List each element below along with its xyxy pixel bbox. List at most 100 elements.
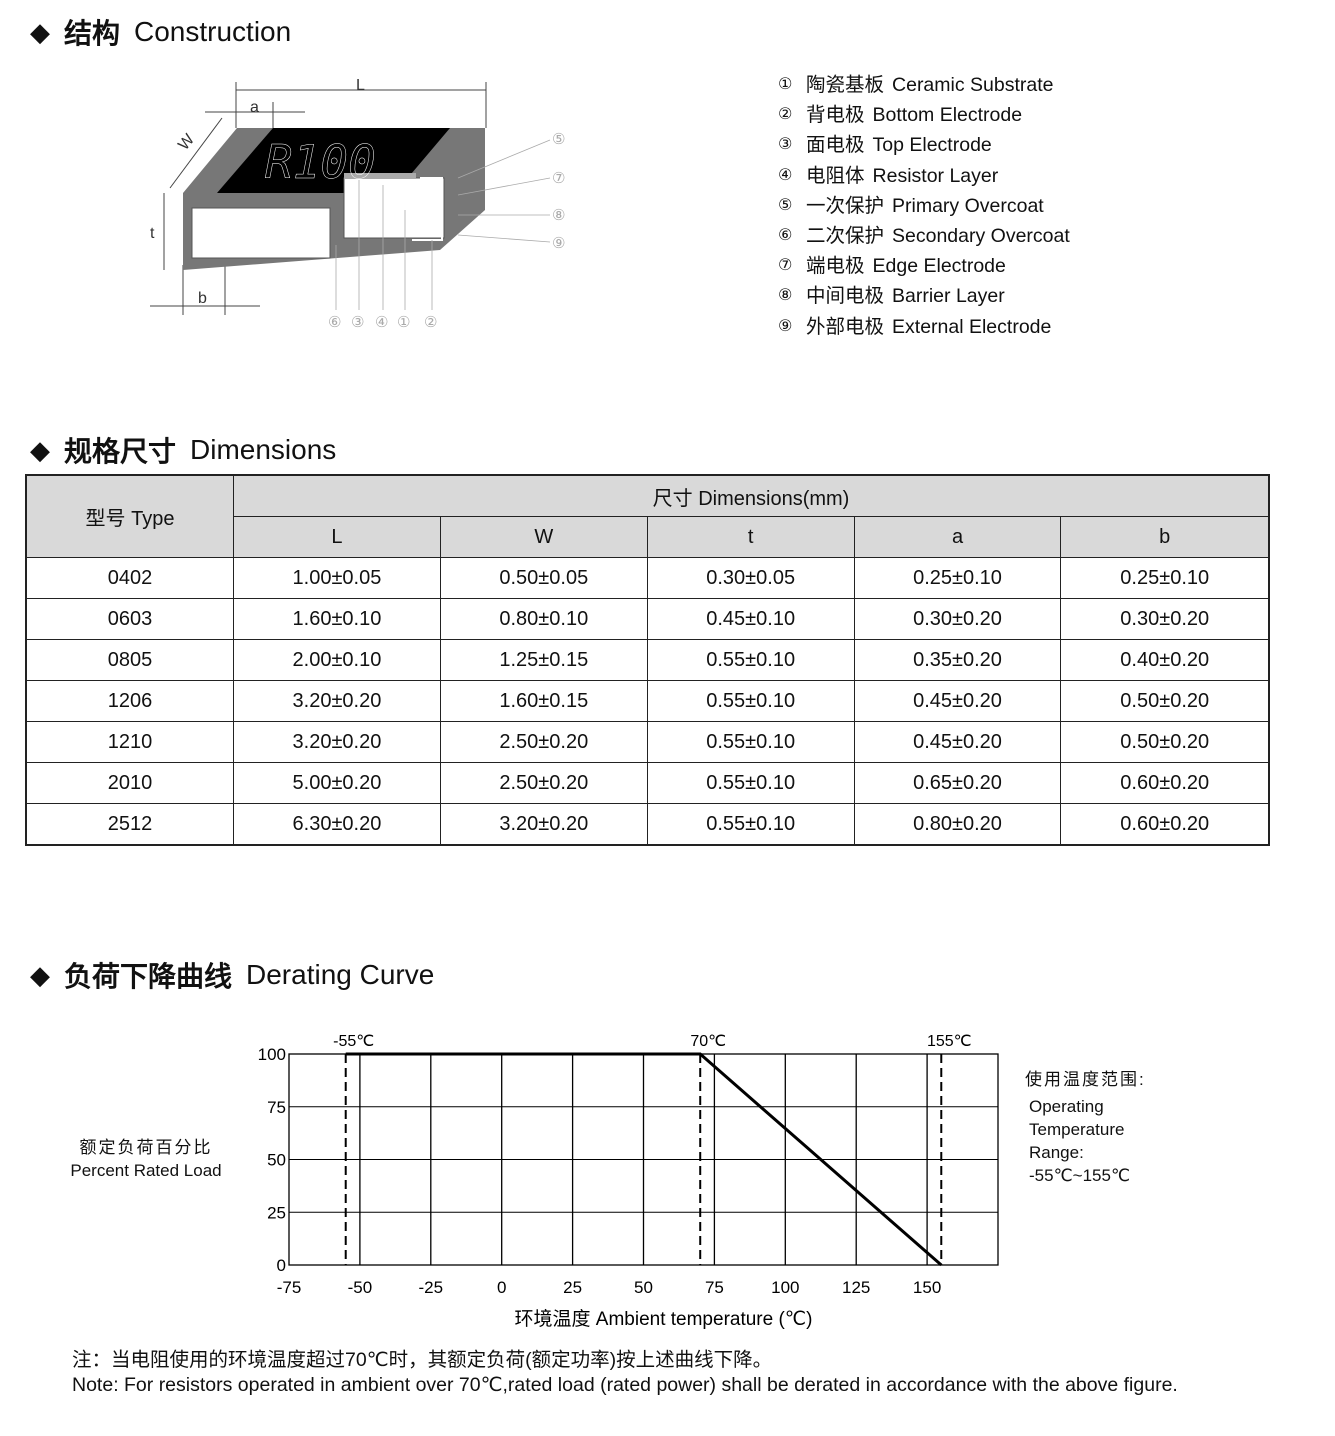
- svg-text:①: ①: [397, 314, 410, 331]
- dimension-cell: 0.60±0.20: [1060, 762, 1270, 804]
- column-header: b: [1060, 516, 1270, 558]
- svg-text:④: ④: [375, 314, 388, 331]
- legend-label-en: Primary Overcoat: [892, 194, 1044, 217]
- dimension-cell: 0.55±0.10: [646, 639, 855, 681]
- operating-range: 使用温度范围: Operating Temperature Range: -55℃~1…: [1025, 1070, 1146, 1185]
- construction-title: ◆ 结构 Construction: [30, 16, 292, 49]
- dimension-cell: 0.45±0.10: [646, 598, 855, 640]
- dimension-cell: 3.20±0.20: [439, 803, 648, 846]
- legend-item: ⑥ 二次保护 Secondary Overcoat: [778, 221, 1070, 251]
- y-tick-label: 25: [267, 1203, 286, 1222]
- legend-number: ②: [778, 106, 793, 124]
- legend-item: ⑨ 外部电极 External Electrode: [778, 312, 1070, 342]
- legend-item: ③ 面电极 Top Electrode: [778, 130, 1070, 160]
- dimension-cell: 0.50±0.05: [439, 557, 648, 599]
- dimensions-group-header: 尺寸 Dimensions(mm): [233, 474, 1270, 517]
- dimension-cell: 1.00±0.05: [233, 557, 441, 599]
- table-row: 1210 3.20±0.20 2.50±0.20 0.55±0.10 0.45±0.20…: [25, 721, 1270, 763]
- svg-text:⑤: ⑤: [552, 131, 565, 148]
- legend-label-cn: 端电极: [806, 255, 865, 278]
- type-cell: 1210: [25, 721, 234, 763]
- legend-label-cn: 电阻体: [806, 164, 865, 187]
- dimension-cell: 0.30±0.05: [646, 557, 855, 599]
- column-header: a: [853, 516, 1062, 558]
- svg-text:⑦: ⑦: [552, 170, 565, 187]
- dimension-cell: 0.45±0.20: [853, 680, 1062, 722]
- dimension-cell: 0.80±0.10: [439, 598, 648, 640]
- marker-label: 70℃: [690, 1033, 726, 1050]
- type-cell: 0603: [25, 598, 234, 640]
- diamond-bullet-icon: ◆: [30, 959, 50, 990]
- legend-item: ① 陶瓷基板 Ceramic Substrate: [778, 70, 1070, 100]
- dimension-cell: 2.00±0.10: [233, 639, 441, 681]
- svg-text:②: ②: [424, 314, 437, 331]
- type-cell: 2512: [25, 803, 234, 846]
- dimension-cell: 0.25±0.10: [853, 557, 1062, 599]
- legend-label-cn: 二次保护: [806, 225, 885, 248]
- legend-label-cn: 陶瓷基板: [806, 74, 885, 96]
- y-axis-label: 额定负荷百分比 Percent Rated Load: [70, 1138, 222, 1180]
- table-row: 0402 1.00±0.05 0.50±0.05 0.30±0.05 0.25±0.10…: [25, 557, 1270, 599]
- legend-label-en: Resistor Layer: [872, 164, 999, 187]
- svg-text:L: L: [356, 77, 365, 94]
- y-tick-label: 100: [258, 1045, 286, 1064]
- column-header: W: [439, 516, 648, 558]
- dimension-cell: 1.60±0.10: [233, 598, 441, 640]
- y-tick-label: 75: [267, 1098, 286, 1117]
- x-tick-label: 25: [563, 1278, 582, 1297]
- dimension-cell: 0.50±0.20: [1060, 680, 1270, 722]
- legend-number: ⑦: [778, 257, 793, 275]
- table-row: 2512 6.30±0.20 3.20±0.20 0.55±0.10 0.80±0.20…: [25, 803, 1270, 846]
- legend-label-en: Edge Electrode: [872, 255, 1006, 278]
- derating-title: ◆ 负荷下降曲线 Derating Curve: [30, 959, 435, 992]
- dimension-cell: 0.40±0.20: [1060, 639, 1270, 681]
- x-tick-label: 100: [771, 1278, 799, 1297]
- range-line: Operating: [1029, 1097, 1104, 1116]
- legend-item: ② 背电极 Bottom Electrode: [778, 100, 1070, 130]
- legend-item: ⑦ 端电极 Edge Electrode: [778, 251, 1070, 281]
- resistor-marking: R100: [265, 135, 376, 189]
- table-row: 0805 2.00±0.10 1.25±0.15 0.55±0.10 0.35±0.20…: [25, 639, 1270, 681]
- table-row: 1206 3.20±0.20 1.60±0.15 0.55±0.10 0.45±0.20…: [25, 680, 1270, 722]
- marker-label: -55℃: [333, 1033, 374, 1050]
- dimension-cell: 1.60±0.15: [439, 680, 648, 722]
- x-axis-label: 环境温度 Ambient temperature (℃): [515, 1308, 813, 1330]
- legend-label-cn: 一次保护: [806, 194, 885, 217]
- svg-text:b: b: [198, 290, 207, 307]
- dimension-cell: 0.25±0.10: [1060, 557, 1270, 599]
- svg-text:a: a: [250, 99, 259, 116]
- legend-number: ⑨: [778, 317, 793, 335]
- dimension-cell: 0.45±0.20: [853, 721, 1062, 763]
- legend-label-en: Top Electrode: [872, 134, 992, 157]
- legend-label-en: Bottom Electrode: [872, 104, 1023, 127]
- legend-item: ④ 电阻体 Resistor Layer: [778, 161, 1070, 191]
- x-tick-label: 125: [842, 1278, 870, 1297]
- derating-note: 注：当电阻使用的环境温度超过70℃时，其额定负荷(额定功率)按上述曲线下降。 N…: [72, 1349, 1178, 1396]
- legend-label-en: Ceramic Substrate: [892, 74, 1054, 96]
- dimension-cell: 6.30±0.20: [233, 803, 441, 846]
- dimension-cell: 2.50±0.20: [439, 721, 648, 763]
- dimensions-title: ◆ 规格尺寸 Dimensions: [30, 434, 337, 467]
- legend-label-cn: 中间电极: [806, 285, 885, 308]
- legend-number: ③: [778, 136, 793, 154]
- legend-number: ④: [778, 166, 793, 184]
- construction-legend: ① 陶瓷基板 Ceramic Substrate ② 背电极 Bottom Electro…: [778, 70, 1070, 342]
- dimension-cell: 0.60±0.20: [1060, 803, 1270, 846]
- legend-item: ⑧ 中间电极 Barrier Layer: [778, 281, 1070, 311]
- dimension-cell: 0.80±0.20: [853, 803, 1062, 846]
- legend-number: ⑧: [778, 287, 793, 305]
- column-header: t: [646, 516, 855, 558]
- marker-label: 155℃: [927, 1033, 972, 1050]
- x-tick-label: 150: [913, 1278, 941, 1297]
- svg-text:⑧: ⑧: [552, 207, 565, 224]
- legend-label-cn: 外部电极: [806, 315, 885, 338]
- x-tick-label: -75: [277, 1278, 302, 1297]
- dimension-cell: 0.55±0.10: [646, 762, 855, 804]
- legend-label-en: Secondary Overcoat: [892, 225, 1070, 248]
- legend-label-en: Barrier Layer: [892, 285, 1005, 308]
- dimension-cell: 1.25±0.15: [439, 639, 648, 681]
- range-line: -55℃~155℃: [1029, 1166, 1131, 1185]
- column-header: L: [233, 516, 441, 558]
